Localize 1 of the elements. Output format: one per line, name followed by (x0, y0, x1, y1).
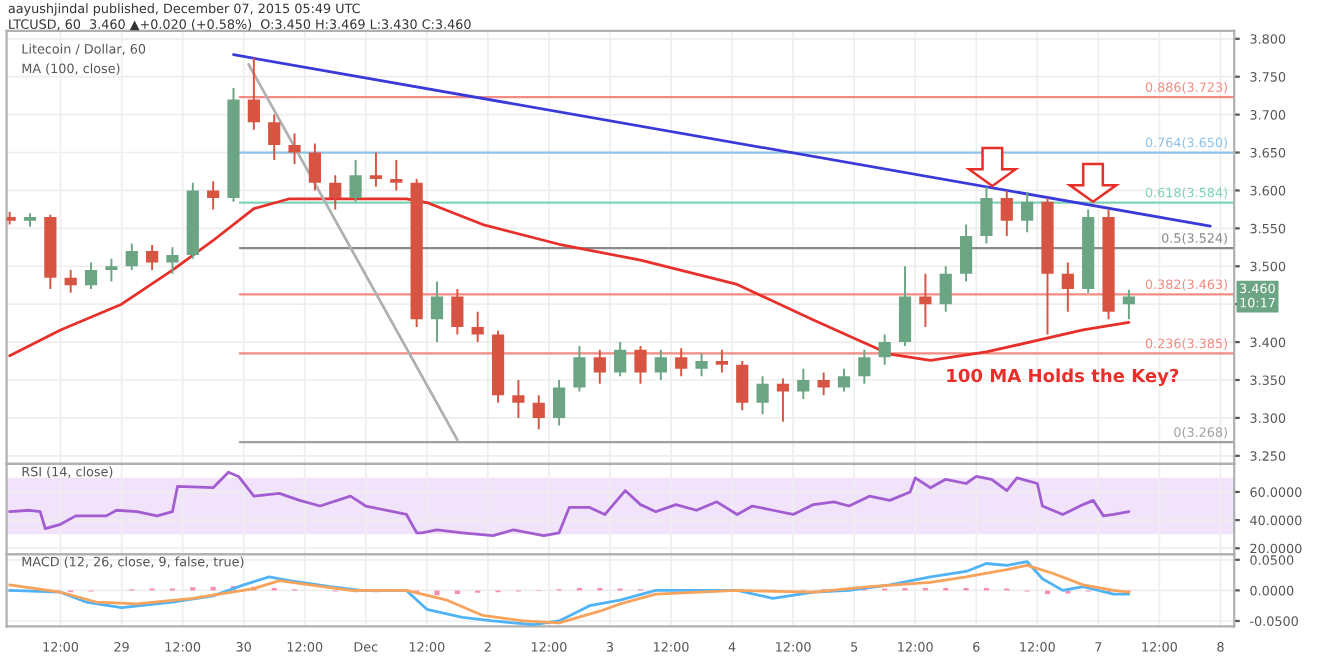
annotation: 100 MA Holds the Key? (947, 368, 1179, 387)
